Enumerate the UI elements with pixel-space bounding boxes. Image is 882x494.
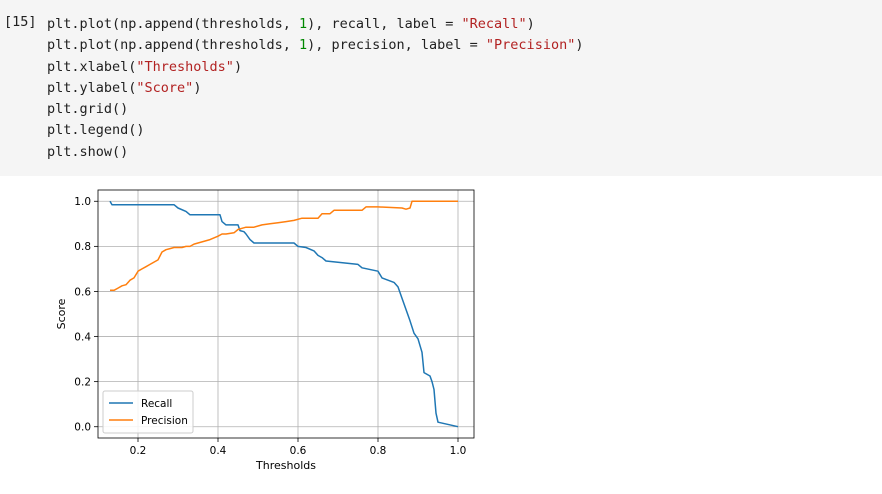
x-tick-label: 0.2 bbox=[130, 445, 147, 457]
code-line: plt.plot(np.append(thresholds, 1), recal… bbox=[47, 14, 583, 35]
series-line-recall bbox=[109, 200, 459, 428]
code-token: plt.grid() bbox=[47, 101, 129, 118]
code-token: ) bbox=[193, 79, 202, 96]
code-token: plt.plot(np.append(thresholds, bbox=[47, 16, 299, 32]
code-token: plt.legend() bbox=[47, 122, 145, 139]
code-line: plt.ylabel("Score") bbox=[47, 78, 583, 99]
code-token: ) bbox=[233, 58, 243, 75]
y-tick-label: 0.4 bbox=[74, 331, 91, 343]
y-axis-label: Score bbox=[55, 298, 68, 329]
x-tick-label: 0.6 bbox=[290, 445, 307, 457]
ticks: 0.2 0.4 0.6 0.8 1.0 0.0 0.2 0.4 0.6 0.8 1.0 bbox=[74, 196, 466, 457]
code-token: plt.ylabel( bbox=[47, 79, 137, 96]
code-token: ), recall, label = bbox=[307, 16, 462, 32]
y-tick-label: 1.0 bbox=[74, 196, 91, 208]
code-token: ) bbox=[575, 37, 584, 54]
code-number-token: 1 bbox=[298, 37, 308, 54]
code-line: plt.legend() bbox=[47, 120, 583, 141]
code-number-token: 1 bbox=[298, 16, 308, 32]
code-string-token: "Score" bbox=[136, 79, 194, 96]
code-cell-input[interactable]: [15] plt.plot(np.append(thresholds, 1), … bbox=[0, 0, 882, 176]
axes-frame bbox=[97, 189, 475, 439]
series-line-precision bbox=[110, 200, 458, 292]
code-line: plt.show() bbox=[47, 142, 583, 163]
y-tick-label: 0.0 bbox=[74, 422, 91, 434]
cell-execution-count: [15] bbox=[4, 14, 37, 30]
x-tick-label: 0.4 bbox=[210, 445, 227, 457]
line-chart: 0.2 0.4 0.6 0.8 1.0 0.0 0.2 0.4 0.6 0.8 1.0 Thresh… bbox=[55, 189, 475, 472]
code-string-token: "Recall" bbox=[461, 16, 527, 32]
code-token: plt.plot(np.append(thresholds, bbox=[47, 37, 299, 54]
y-tick-label: 0.8 bbox=[74, 241, 91, 253]
code-line: plt.grid() bbox=[47, 99, 583, 120]
code-token: plt.xlabel( bbox=[47, 58, 137, 75]
code-string-token: "Precision" bbox=[485, 37, 576, 54]
legend: Recall Precision bbox=[102, 390, 194, 434]
code-token: ), precision, label = bbox=[307, 37, 486, 54]
legend-box bbox=[102, 390, 194, 434]
y-tick-label: 0.2 bbox=[74, 376, 91, 388]
code-token: ) bbox=[526, 16, 535, 32]
y-tick-label: 0.6 bbox=[74, 286, 91, 298]
series-lines bbox=[109, 200, 459, 428]
code-token: plt.show() bbox=[47, 143, 129, 160]
code-string-token: "Thresholds" bbox=[136, 58, 234, 75]
code-line: plt.xlabel("Thresholds") bbox=[47, 57, 583, 78]
x-tick-label: 1.0 bbox=[450, 445, 467, 457]
legend-label-recall: Recall bbox=[141, 398, 172, 410]
legend-label-precision: Precision bbox=[141, 415, 188, 427]
code-line: plt.plot(np.append(thresholds, 1), preci… bbox=[47, 35, 583, 56]
cell-output: 0.2 0.4 0.6 0.8 1.0 0.0 0.2 0.4 0.6 0.8 1.0 Thresh… bbox=[0, 176, 882, 490]
x-axis-label: Thresholds bbox=[255, 459, 316, 472]
code-editor[interactable]: plt.plot(np.append(thresholds, 1), recal… bbox=[47, 14, 583, 163]
x-tick-label: 0.8 bbox=[370, 445, 387, 457]
